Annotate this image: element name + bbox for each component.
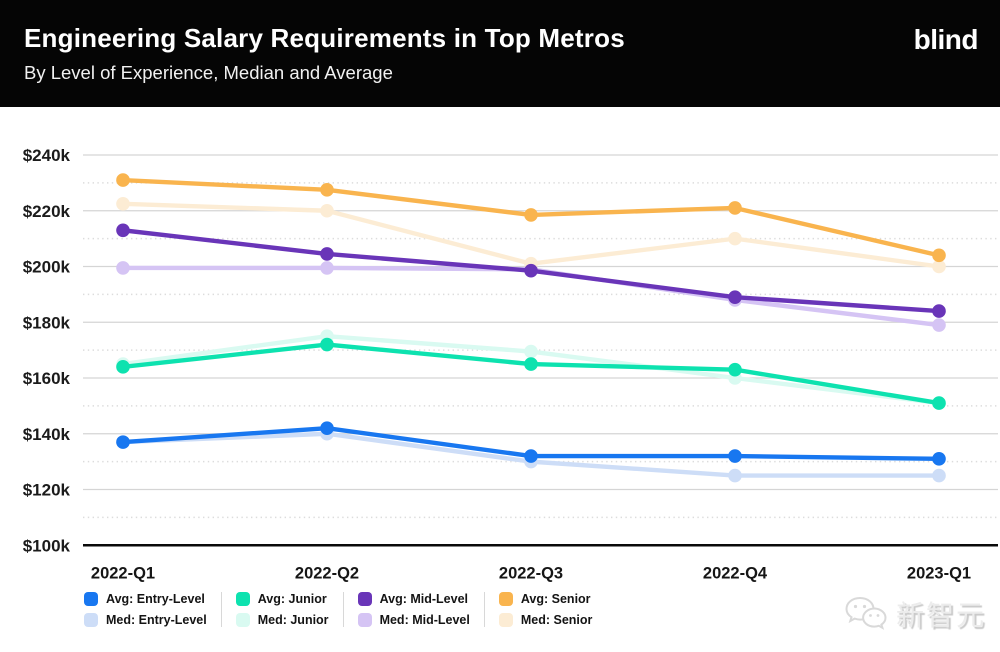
legend-label: Avg: Entry-Level bbox=[106, 592, 205, 606]
legend-label: Avg: Senior bbox=[520, 592, 591, 606]
x-tick-label: 2022-Q3 bbox=[499, 564, 563, 582]
y-tick-label: $120k bbox=[23, 481, 71, 500]
legend-column: Avg: Senior Med: Senior bbox=[483, 592, 607, 627]
data-point bbox=[320, 183, 334, 197]
legend-column: Avg: Junior Med: Junior bbox=[220, 592, 343, 627]
data-point bbox=[932, 452, 946, 466]
blind-logo: blind bbox=[913, 24, 979, 55]
data-point bbox=[524, 263, 538, 278]
legend-label: Med: Mid-Level bbox=[379, 613, 470, 627]
data-point bbox=[320, 203, 334, 218]
legend-label: Med: Entry-Level bbox=[106, 613, 207, 627]
legend-swatch bbox=[84, 613, 98, 627]
data-point bbox=[524, 208, 538, 222]
data-point bbox=[320, 247, 334, 261]
legend-entry-med-mid-level: Med: Mid-Level bbox=[357, 613, 470, 627]
wechat-icon bbox=[845, 596, 887, 630]
data-point bbox=[116, 435, 130, 449]
header: Engineering Salary Requirements in Top M… bbox=[0, 0, 1000, 107]
legend-label: Avg: Mid-Level bbox=[379, 592, 468, 606]
y-tick-label: $100k bbox=[23, 536, 71, 555]
legend-column: Avg: Mid-Level Med: Mid-Level bbox=[342, 592, 484, 627]
page-title: Engineering Salary Requirements in Top M… bbox=[24, 23, 625, 53]
page-subtitle: By Level of Experience, Median and Avera… bbox=[24, 62, 393, 83]
data-point bbox=[728, 468, 742, 483]
y-tick-label: $180k bbox=[23, 313, 71, 332]
legend-swatch bbox=[357, 592, 372, 606]
data-point bbox=[116, 173, 130, 187]
legend-swatch bbox=[357, 613, 372, 627]
legend-entry-avg-entry-level: Avg: Entry-Level bbox=[84, 592, 207, 606]
data-point bbox=[116, 360, 130, 374]
legend-entry-med-junior: Med: Junior bbox=[235, 613, 329, 627]
data-point bbox=[932, 304, 946, 318]
data-point bbox=[728, 449, 742, 463]
legend-entry-med-entry-level: Med: Entry-Level bbox=[84, 613, 207, 627]
y-tick-label: $220k bbox=[23, 202, 71, 221]
legend-entry-avg-junior: Avg: Junior bbox=[235, 592, 329, 606]
legend: Avg: Entry-Level Med: Entry-Level Avg: Jun… bbox=[84, 592, 606, 627]
legend-label: Avg: Junior bbox=[257, 592, 327, 606]
data-point bbox=[932, 259, 946, 274]
header-text: Engineering Salary Requirements in Top M… bbox=[24, 22, 625, 84]
legend-swatch bbox=[498, 592, 513, 606]
watermark-text: 新智元 bbox=[895, 600, 986, 631]
legend-swatch bbox=[235, 592, 250, 606]
data-point bbox=[116, 223, 130, 238]
data-point bbox=[524, 357, 538, 371]
y-tick-label: $240k bbox=[23, 146, 71, 165]
data-point bbox=[728, 290, 742, 304]
legend-entry-avg-senior: Avg: Senior bbox=[498, 592, 593, 606]
x-tick-label: 2022-Q2 bbox=[295, 564, 359, 582]
data-point bbox=[320, 421, 334, 435]
data-point bbox=[728, 201, 742, 215]
x-tick-label: 2022-Q4 bbox=[703, 564, 768, 582]
legend-label: Med: Senior bbox=[520, 613, 593, 627]
line-chart: $240k $220k $200k $180k $160k $140k $120k $100k… bbox=[23, 146, 998, 582]
data-point bbox=[728, 231, 742, 246]
watermark: 新智元 bbox=[844, 594, 986, 634]
data-point bbox=[320, 337, 334, 352]
legend-entry-med-senior: Med: Senior bbox=[498, 613, 593, 627]
y-tick-label: $160k bbox=[23, 369, 71, 388]
data-point bbox=[932, 396, 946, 410]
chart-area: $240k $220k $200k $180k $160k $140k $120k $100k… bbox=[0, 107, 1000, 652]
data-point bbox=[932, 468, 946, 483]
legend-column: Avg: Entry-Level Med: Entry-Level bbox=[84, 592, 221, 627]
x-tick-label: 2022-Q1 bbox=[91, 564, 155, 582]
legend-label: Med: Junior bbox=[257, 613, 329, 627]
data-point bbox=[728, 362, 742, 377]
data-point bbox=[932, 318, 946, 332]
y-tick-label: $200k bbox=[23, 258, 71, 277]
y-tick-label: $140k bbox=[23, 425, 71, 444]
data-point bbox=[116, 196, 130, 211]
data-point bbox=[320, 261, 334, 275]
legend-swatch bbox=[498, 613, 513, 627]
legend-swatch bbox=[235, 613, 250, 627]
data-point bbox=[524, 344, 538, 359]
legend-entry-avg-mid-level: Avg: Mid-Level bbox=[357, 592, 470, 606]
legend-swatch bbox=[84, 592, 98, 606]
data-point bbox=[116, 261, 130, 275]
x-tick-label: 2023-Q1 bbox=[907, 564, 971, 582]
data-point bbox=[932, 248, 946, 263]
data-point bbox=[524, 449, 538, 463]
